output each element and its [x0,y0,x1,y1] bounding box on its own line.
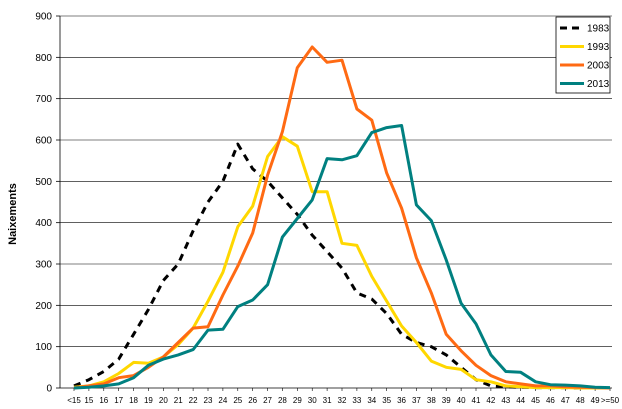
x-tick-label: 44 [516,396,525,405]
legend: 1983 1993 2003 2013 [555,16,611,94]
legend-label: 2003 [587,61,610,72]
x-tick-label: 21 [174,396,183,405]
x-tick-label: 25 [233,396,242,405]
x-tick-label: 42 [486,396,495,405]
x-tick-label: 40 [457,396,466,405]
y-tick-label: 400 [35,218,52,229]
x-tick-label: 29 [293,396,302,405]
y-tick-label: 600 [35,136,52,147]
series-line-1993 [73,135,610,390]
x-tick-label: 26 [248,396,257,405]
x-tick-label: 47 [561,396,570,405]
x-tick-label: 15 [84,396,93,405]
axes: 0 100 200 300 400 500 600 700 800 900 <15 15 16 17 18 1… [35,12,619,406]
x-tick-label: <15 [67,396,81,405]
x-tick-label: 31 [323,396,332,405]
x-tick-label: 39 [442,396,451,405]
x-tick-label: 30 [308,396,317,405]
series-lines [73,45,611,390]
x-tick-label: 48 [576,396,585,405]
y-tick-label: 0 [46,384,52,395]
x-tick-label: 46 [546,396,555,405]
x-tick-label: 18 [129,396,138,405]
x-tick-label: 28 [278,396,287,405]
x-tick-label: 36 [397,396,406,405]
series-line-2003 [73,45,611,390]
legend-label: 1993 [587,42,610,53]
x-tick-label: 24 [218,396,227,405]
y-tick-label: 500 [35,177,52,188]
y-tick-label: 900 [35,12,52,23]
series-line-2013 [73,124,611,390]
x-tick-label: 37 [412,396,421,405]
x-tick-label: 33 [352,396,361,405]
x-tick-label: 38 [427,396,436,405]
x-tick-label: 16 [99,396,108,405]
x-tick-label: 41 [472,396,481,405]
x-tick-label: 49 [591,396,600,405]
legend-box [555,16,611,94]
y-tick-label: 200 [35,301,52,312]
gridlines [60,15,612,347]
x-tick-label: 22 [189,396,198,405]
y-tick-label: 700 [35,94,52,105]
series-line-1983 [73,142,610,390]
x-tick-label: 35 [382,396,391,405]
x-tick-label: >=50 [601,396,620,405]
x-tick-label: 23 [204,396,213,405]
y-axis-label: Naixements [7,183,19,245]
x-tick-label: 27 [263,396,272,405]
x-tick-label: 19 [144,396,153,405]
x-tick-label: 20 [159,396,168,405]
x-tick-label: 34 [367,396,376,405]
legend-label: 1983 [587,24,610,35]
x-tick-label: 17 [114,396,123,405]
y-tick-label: 100 [35,342,52,353]
x-tick-label: 45 [531,396,540,405]
legend-label: 2013 [587,79,610,90]
y-tick-label: 800 [35,53,52,64]
x-tick-label: 43 [501,396,510,405]
x-tick-label: 32 [338,396,347,405]
y-tick-label: 300 [35,260,52,271]
